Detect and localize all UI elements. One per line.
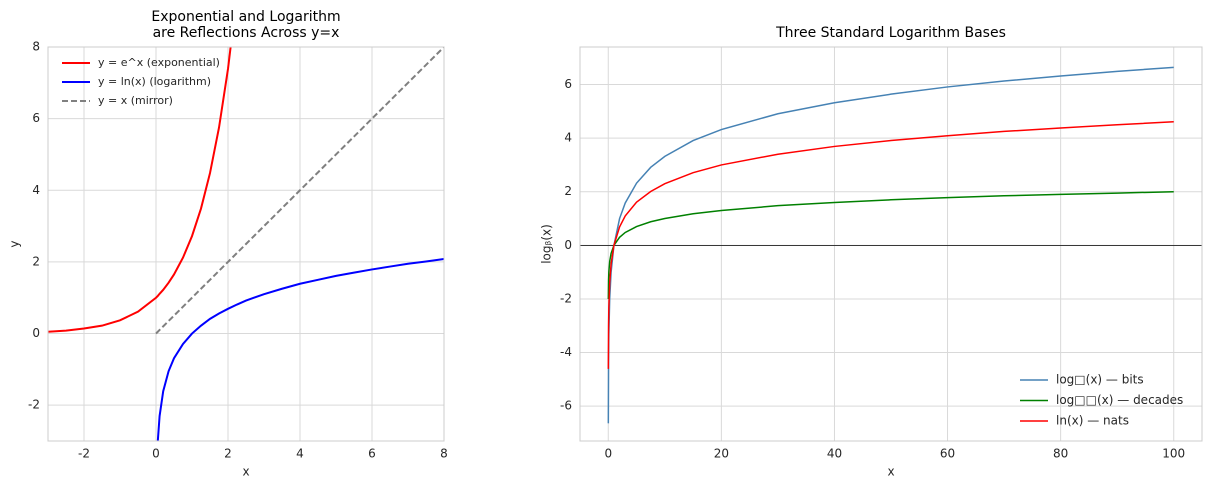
y-tick-label: -4 [560, 345, 572, 359]
x-tick-label: 6 [368, 447, 376, 461]
y-tick-label: 0 [564, 238, 572, 252]
legend-label: log□□(x) — decades [1056, 393, 1183, 407]
y-tick-label: 4 [32, 183, 40, 197]
lines [607, 66, 1174, 424]
x-tick-label: 100 [1162, 447, 1185, 461]
y-tick-label: 8 [32, 40, 40, 54]
lines [48, 47, 444, 441]
legend-label: y = e^x (exponential) [98, 56, 220, 69]
y-axis-label: logᵦ(x) [540, 224, 554, 264]
x-tick-label: 4 [296, 447, 304, 461]
x-tick-label: 40 [827, 447, 842, 461]
y-tick-label: 2 [564, 184, 572, 198]
y-tick-label: -2 [28, 398, 40, 412]
y-tick-label: 6 [564, 77, 572, 91]
axes-frame [579, 46, 1203, 442]
data-line [607, 190, 1174, 299]
x-tick-label: 8 [440, 447, 448, 461]
data-line [607, 121, 1174, 369]
chart-title: Three Standard Logarithm Bases [775, 25, 1006, 41]
y-tick-label: 4 [564, 131, 572, 145]
x-tick-label: 80 [1053, 447, 1068, 461]
y-tick-label: 2 [32, 254, 40, 268]
subplot: 0 20 40 60 80 100 -6 -4 -2 0 2 4 6 Three Standard Log… [540, 25, 1203, 479]
chart-title: are Reflections Across y=x [153, 25, 340, 41]
y-axis-label: y [8, 240, 22, 247]
subplot: -2 0 2 4 6 8 -2 0 2 4 6 8 Exponential and Logarithma… [8, 9, 448, 479]
x-tick-label: 0 [152, 447, 160, 461]
legend-label: log□(x) — bits [1056, 373, 1144, 387]
x-axis-label: x [242, 465, 249, 479]
y-tick-label: 6 [32, 111, 40, 125]
y-tick-label: -6 [560, 399, 572, 413]
legend-label: y = x (mirror) [98, 94, 173, 107]
data-line [48, 47, 232, 333]
x-tick-label: 2 [224, 447, 232, 461]
legend-label: y = ln(x) (logarithm) [98, 75, 211, 88]
x-tick-label: 0 [604, 447, 612, 461]
x-tick-label: 60 [940, 447, 955, 461]
y-tick-label: -2 [560, 291, 572, 305]
legend-label: ln(x) — nats [1056, 414, 1129, 428]
x-tick-label: -2 [78, 447, 90, 461]
chart-title: Exponential and Logarithm [151, 9, 340, 25]
plot-area [580, 47, 1202, 441]
axes-frame [47, 46, 445, 442]
x-tick-label: 20 [714, 447, 729, 461]
y-tick-label: 0 [32, 326, 40, 340]
data-line [156, 258, 444, 441]
x-axis-label: x [887, 465, 894, 479]
